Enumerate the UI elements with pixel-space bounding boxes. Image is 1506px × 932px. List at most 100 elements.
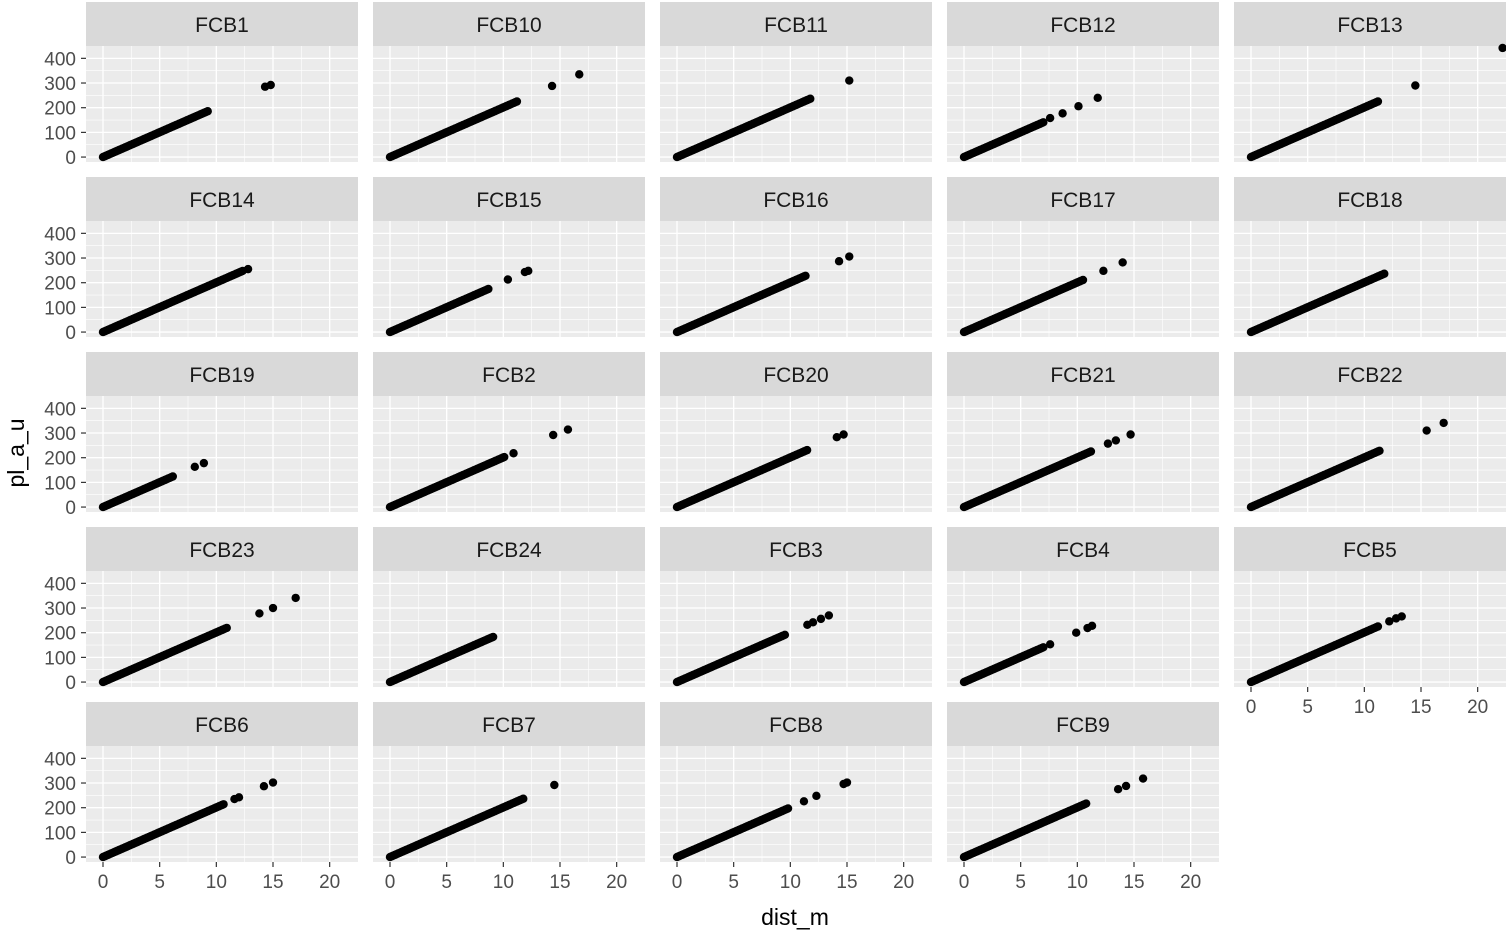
data-point: [1138, 774, 1148, 783]
facet-title: FCB11: [764, 14, 828, 37]
facet-panel: FCB15: [373, 177, 645, 337]
facet-title: FCB6: [195, 714, 249, 737]
facet-panel: FCB1 0 100 200 300 400: [44, 2, 358, 169]
facet-strip: [660, 2, 932, 46]
facet-panel: FCB3: [660, 527, 932, 687]
facet-title: FCB1: [195, 14, 249, 37]
y-tick-label: 400: [44, 399, 76, 420]
facet-panel: FCB18: [1234, 177, 1506, 337]
facet-panel: FCB14 0 100 200 300 400: [44, 177, 358, 344]
x-tick-label: 0: [1246, 697, 1257, 718]
data-point: [801, 271, 810, 281]
data-point: [1373, 97, 1383, 106]
y-tick-label: 0: [65, 673, 76, 694]
data-point: [845, 76, 854, 85]
facet-strip: [660, 177, 932, 221]
facet-strip: [373, 352, 645, 396]
data-point: [1113, 784, 1123, 794]
data-point: [500, 452, 509, 462]
facet-strip: [947, 702, 1219, 746]
facet-title: FCB15: [476, 189, 541, 212]
facet-title: FCB24: [476, 539, 542, 562]
facet-strip: [947, 527, 1219, 571]
facet-strip: [1234, 177, 1506, 221]
y-tick-label: 100: [44, 473, 76, 494]
x-tick-label: 15: [262, 872, 283, 893]
data-point: [1385, 617, 1394, 626]
data-point: [1498, 43, 1506, 53]
y-tick-label: 100: [44, 298, 76, 319]
data-point: [1087, 621, 1097, 630]
x-tick-label: 10: [1354, 697, 1375, 718]
facet-title: FCB16: [763, 189, 828, 212]
facet-title: FCB23: [189, 539, 254, 562]
y-tick-label: 200: [44, 449, 76, 470]
data-point: [1375, 446, 1384, 456]
facet-title: FCB22: [1337, 364, 1402, 387]
facet-strip: [373, 702, 645, 746]
x-tick-label: 0: [672, 872, 683, 893]
facet-panel: FCB11: [660, 2, 932, 162]
facet-panel: FCB22: [1234, 352, 1506, 512]
data-point: [1439, 418, 1448, 428]
y-tick-label: 400: [44, 749, 76, 770]
x-tick-label: 10: [1067, 872, 1088, 893]
data-point: [266, 80, 275, 90]
data-point: [1411, 81, 1420, 90]
x-tick-label: 15: [836, 872, 857, 893]
facet-strip: [660, 702, 932, 746]
y-tick-label: 200: [44, 99, 76, 120]
y-tick-label: 200: [44, 624, 76, 645]
data-point: [1121, 781, 1131, 791]
data-point: [268, 778, 278, 787]
x-tick-label: 20: [319, 872, 340, 893]
facet-strip: [947, 2, 1219, 46]
facet-panel: FCB17: [947, 177, 1219, 337]
facet-strip: [947, 352, 1219, 396]
facet-title: FCB9: [1056, 714, 1110, 737]
data-point: [1072, 628, 1081, 637]
y-tick-label: 100: [44, 823, 76, 844]
data-point: [1045, 113, 1055, 123]
data-point: [509, 449, 518, 458]
y-tick-label: 0: [65, 848, 76, 869]
data-point: [1126, 430, 1135, 439]
facet-panel: FCB24: [373, 527, 645, 687]
data-point: [1039, 643, 1048, 652]
y-tick-label: 0: [65, 148, 76, 169]
facet-strip: [86, 2, 358, 46]
y-tick-label: 400: [44, 224, 76, 245]
data-point: [547, 81, 557, 91]
data-point: [550, 780, 559, 790]
facet-strip: [947, 177, 1219, 221]
facet-strip: [86, 352, 358, 396]
x-tick-label: 15: [1410, 697, 1431, 718]
y-tick-label: 300: [44, 424, 76, 445]
facet-strip: [1234, 527, 1506, 571]
facet-title: FCB3: [769, 539, 823, 562]
facet-strip: [86, 702, 358, 746]
data-point: [243, 264, 253, 274]
facet-title: FCB5: [1343, 539, 1397, 562]
y-tick-label: 0: [65, 498, 76, 519]
y-tick-label: 400: [44, 49, 76, 70]
data-point: [259, 782, 269, 791]
facet-title: FCB10: [476, 14, 541, 37]
data-point: [802, 445, 812, 455]
data-point: [199, 458, 209, 468]
data-point: [1078, 275, 1088, 285]
facet-panel: FCB7 0 5 10 15 20: [373, 702, 645, 893]
facet-title: FCB19: [189, 364, 254, 387]
facet-panel: FCB4: [947, 527, 1219, 687]
data-point: [1380, 269, 1389, 278]
facet-panel: FCB21: [947, 352, 1219, 512]
data-point: [1397, 612, 1406, 621]
data-point: [503, 275, 513, 284]
data-point: [512, 97, 522, 106]
x-tick-label: 10: [780, 872, 801, 893]
data-point: [1118, 258, 1127, 267]
data-point: [780, 630, 790, 640]
facet-panel: FCB8 0 5 10 15 20: [660, 702, 932, 893]
